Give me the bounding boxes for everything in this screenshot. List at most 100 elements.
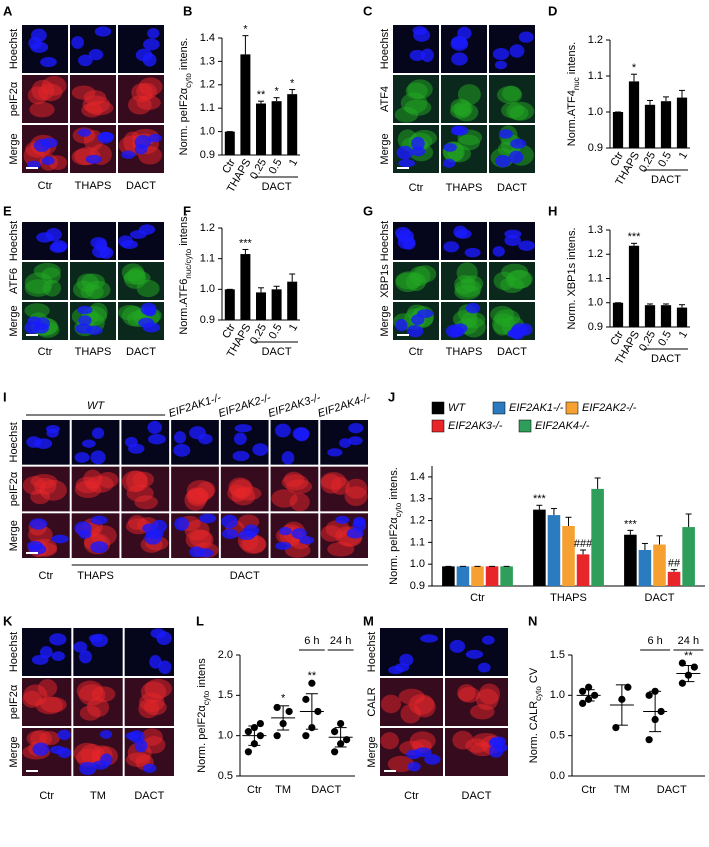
y-tick-label: 0.0 xyxy=(550,770,565,782)
column-label: Ctr xyxy=(38,346,53,358)
column-label: Ctr xyxy=(409,182,424,194)
y-tick-label: 1.5 xyxy=(550,649,565,661)
data-point xyxy=(678,679,686,687)
nucleus xyxy=(40,137,58,149)
nucleus xyxy=(348,422,364,434)
data-point xyxy=(244,748,252,756)
nucleus xyxy=(124,436,138,448)
nucleus xyxy=(508,150,524,164)
bar xyxy=(271,101,282,155)
y-axis-label-part: cyto xyxy=(184,73,193,88)
nucleus xyxy=(149,655,162,669)
nucleus xyxy=(274,423,291,438)
cell-signal xyxy=(452,730,474,750)
y-axis-label-part: Norm. peIF2α xyxy=(178,87,190,155)
row-label: peIF2α xyxy=(8,471,20,506)
legend-swatch xyxy=(431,401,445,415)
nucleus xyxy=(518,240,535,251)
cell-signal xyxy=(409,266,431,286)
y-tick-label: 1.0 xyxy=(200,126,215,138)
y-axis-label-part: CV xyxy=(528,667,540,686)
legend-label: EIF2AK1-/- xyxy=(509,402,564,414)
column-label: DACT xyxy=(126,180,156,192)
bar xyxy=(256,292,266,320)
nucleus xyxy=(498,129,513,139)
y-tick-label: 1.0 xyxy=(588,106,603,118)
nucleus xyxy=(406,324,424,338)
cell-signal xyxy=(29,101,55,118)
cell-signal xyxy=(22,476,46,495)
column-label: Ctr xyxy=(39,570,54,582)
y-tick-label: 0.9 xyxy=(588,321,603,333)
column-label: Ctr xyxy=(404,790,419,802)
cell-signal xyxy=(470,704,495,720)
cell-signal xyxy=(387,755,415,773)
nucleus xyxy=(494,60,507,70)
x-tick-label: 24 h xyxy=(330,635,351,647)
y-axis-label-part: Norm.ATF6 xyxy=(178,279,190,335)
y-tick-label: 0.9 xyxy=(200,314,215,326)
column-label: DACT xyxy=(230,570,260,582)
data-point xyxy=(579,699,587,708)
column-label: DACT xyxy=(126,346,156,358)
bar xyxy=(644,104,656,148)
nucleus xyxy=(144,532,162,545)
cell-signal xyxy=(184,519,210,541)
row-label: ATF6 xyxy=(8,268,20,294)
column-label: THAPS xyxy=(446,182,483,194)
nucleus xyxy=(85,154,102,164)
nucleus xyxy=(291,528,307,540)
nucleus xyxy=(100,753,113,767)
data-point xyxy=(645,736,653,744)
row-label: peIF2α xyxy=(8,81,20,116)
cell-signal xyxy=(39,731,60,746)
column-label: Ctr xyxy=(39,790,54,802)
cell-signal xyxy=(345,478,368,499)
y-axis-label: Norm. XBP1s intens. xyxy=(566,227,578,329)
bar xyxy=(660,101,672,148)
significance: *** xyxy=(624,518,638,530)
x-tick-label: 0.5 xyxy=(267,157,285,176)
nucleus xyxy=(243,524,259,538)
row-label: CALR xyxy=(366,687,378,716)
nucleus xyxy=(348,436,363,446)
cell-signal xyxy=(134,495,158,510)
cell-signal xyxy=(40,696,67,713)
data-point xyxy=(302,695,310,703)
nucleus xyxy=(421,48,434,63)
cell-signal xyxy=(142,736,166,754)
strain-label: EIF2AK3-/- xyxy=(267,392,323,420)
nucleus xyxy=(90,450,106,465)
legend-swatch xyxy=(565,401,579,415)
y-tick-label: 1.1 xyxy=(588,70,603,82)
y-axis-label-part: cyto xyxy=(534,686,543,701)
row-label: Merge xyxy=(379,133,391,164)
data-point xyxy=(645,691,653,699)
group-label: DACT xyxy=(651,353,681,365)
nucleus xyxy=(197,548,214,558)
nucleus xyxy=(509,44,525,58)
nucleus xyxy=(142,763,157,773)
nucleus xyxy=(279,526,292,536)
row-label: Merge xyxy=(8,305,20,336)
bar xyxy=(612,112,624,148)
cell-signal xyxy=(144,678,172,699)
y-tick-label: 1.2 xyxy=(200,222,215,234)
significance: * xyxy=(274,86,279,98)
nucleus xyxy=(100,729,113,739)
bar xyxy=(442,566,455,586)
nucleus xyxy=(28,544,47,555)
group-label: DACT xyxy=(262,346,292,358)
significance: ### xyxy=(574,538,593,550)
nucleus xyxy=(75,323,93,334)
x-tick-label: THAPS xyxy=(550,592,587,604)
y-tick-label: 1.0 xyxy=(588,297,603,309)
bar xyxy=(612,302,624,327)
cell-signal xyxy=(42,279,62,297)
y-tick-label: 1.5 xyxy=(218,689,233,701)
bar xyxy=(667,571,681,586)
row-label: Hoechst xyxy=(8,29,20,69)
nucleus xyxy=(27,316,42,325)
nucleus xyxy=(147,28,160,39)
group-label: DACT xyxy=(311,784,341,796)
